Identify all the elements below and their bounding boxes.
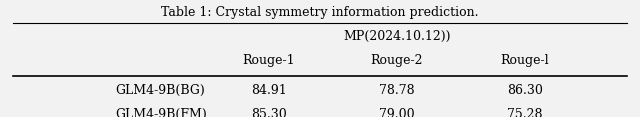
Text: Table 1: Crystal symmetry information prediction.: Table 1: Crystal symmetry information pr… bbox=[161, 6, 479, 19]
Text: 84.91: 84.91 bbox=[251, 84, 287, 97]
Text: 85.30: 85.30 bbox=[251, 108, 287, 117]
Text: GLM4-9B(BG): GLM4-9B(BG) bbox=[115, 84, 205, 97]
Text: GLM4-9B(FM): GLM4-9B(FM) bbox=[115, 108, 207, 117]
Text: 75.28: 75.28 bbox=[507, 108, 543, 117]
Text: 78.78: 78.78 bbox=[379, 84, 415, 97]
Text: 79.00: 79.00 bbox=[379, 108, 415, 117]
Text: MP(2024.10.12)): MP(2024.10.12)) bbox=[343, 30, 451, 43]
Text: Rouge-2: Rouge-2 bbox=[371, 54, 423, 67]
Text: Rouge-l: Rouge-l bbox=[500, 54, 549, 67]
Text: 86.30: 86.30 bbox=[507, 84, 543, 97]
Text: Rouge-1: Rouge-1 bbox=[243, 54, 295, 67]
